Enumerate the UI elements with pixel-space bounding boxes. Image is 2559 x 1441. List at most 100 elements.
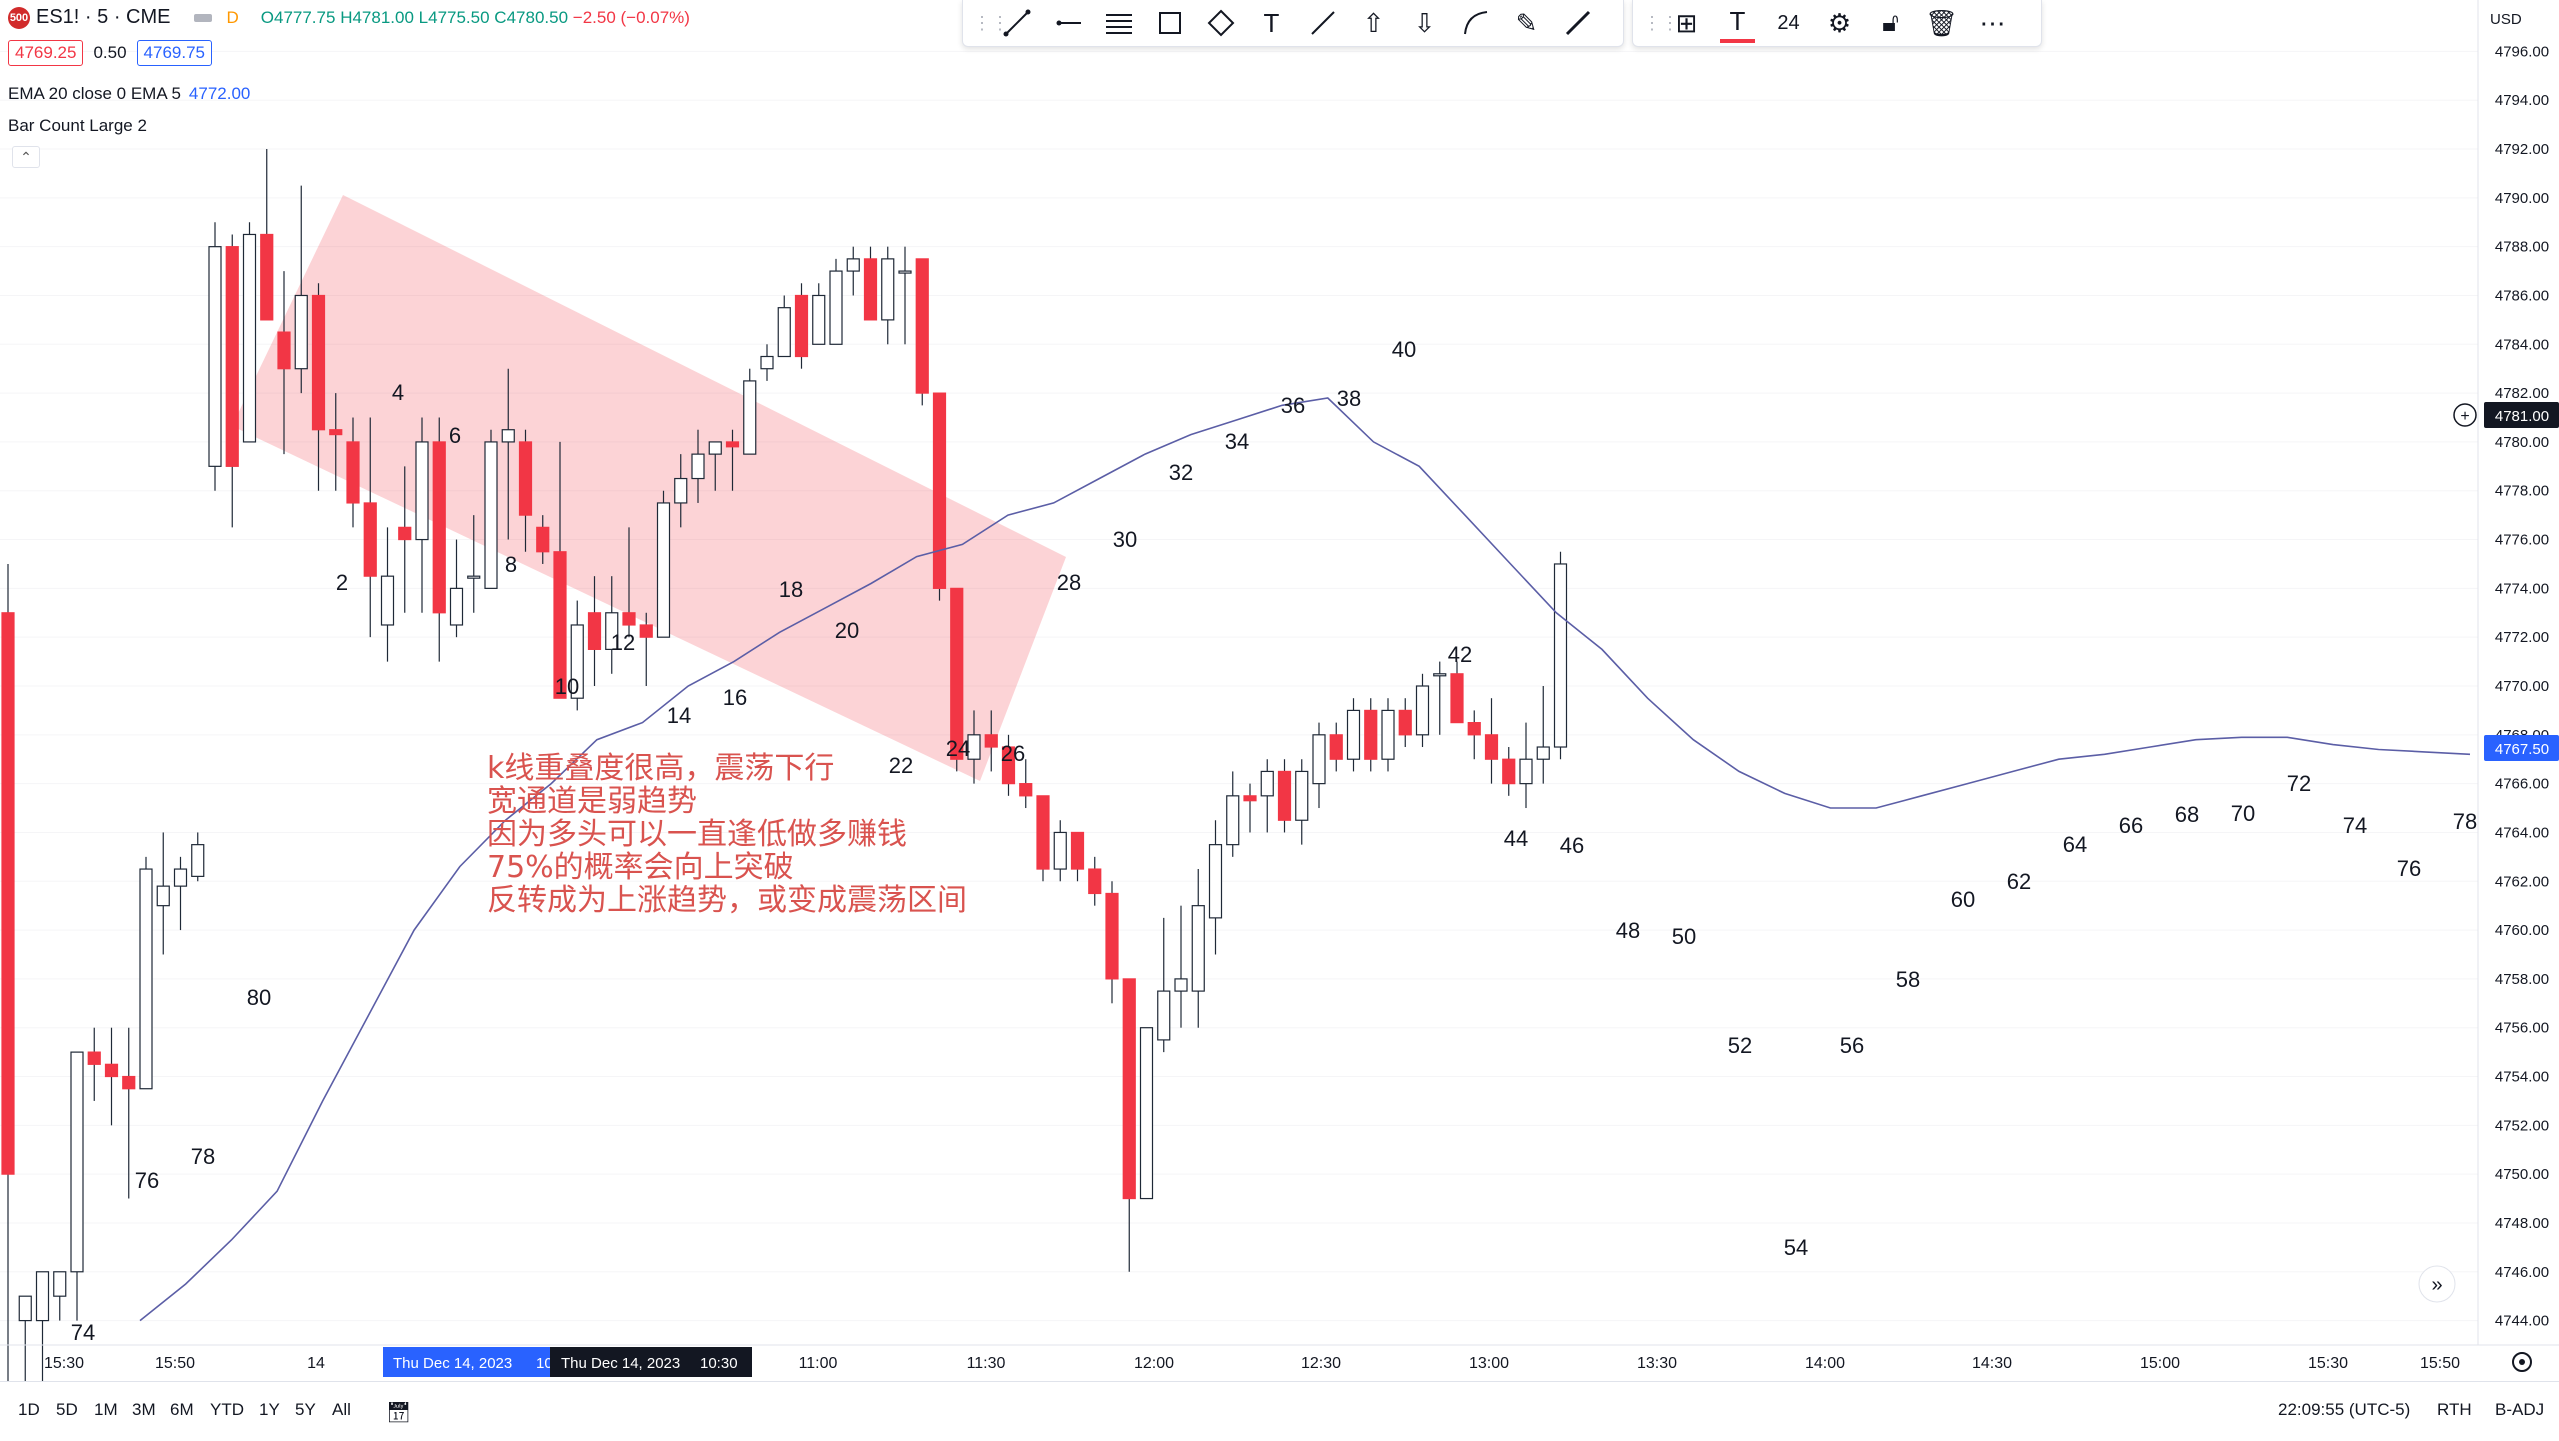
candle bbox=[398, 466, 412, 613]
sell-price[interactable]: 4769.25 bbox=[8, 40, 84, 66]
range-6m[interactable]: 6M bbox=[170, 1400, 194, 1419]
price-tick-label: 4750.00 bbox=[2495, 1166, 2549, 1183]
candle bbox=[1450, 661, 1464, 724]
settings-icon[interactable]: ⚙ bbox=[1827, 7, 1852, 38]
text-tool-icon[interactable]: T bbox=[1263, 7, 1280, 38]
candle-body bbox=[191, 844, 205, 877]
brush-icon[interactable]: ✎ bbox=[1515, 7, 1538, 38]
arrow-up-icon[interactable]: ⇧ bbox=[1362, 7, 1385, 38]
candle-body bbox=[691, 453, 705, 480]
candle-body bbox=[1070, 831, 1085, 870]
time-tick-label: 14:30 bbox=[1972, 1355, 2012, 1372]
font-size-select[interactable]: 24 bbox=[1777, 11, 1800, 34]
candle bbox=[380, 527, 395, 662]
symbol-badge[interactable]: 500 bbox=[8, 6, 30, 29]
ruler-icon[interactable] bbox=[1305, 6, 1340, 41]
text-color-icon[interactable]: T bbox=[1720, 4, 1755, 43]
candle bbox=[760, 344, 774, 381]
candle bbox=[1174, 905, 1188, 1028]
candle-body bbox=[1208, 844, 1223, 919]
clock[interactable]: 22:09:55 (UTC-5) bbox=[2278, 1400, 2411, 1419]
candle-body bbox=[898, 270, 912, 274]
indicator-ema[interactable]: EMA 20 close 0 EMA 5 4772.00 bbox=[8, 84, 251, 103]
trash-icon[interactable]: 🗑︎ bbox=[1924, 7, 1958, 38]
candle bbox=[484, 429, 498, 589]
collapse-legend-button[interactable]: ⌃ bbox=[12, 146, 40, 168]
buy-price[interactable]: 4769.75 bbox=[136, 40, 212, 66]
descending-channel[interactable] bbox=[232, 195, 1066, 781]
drawing-toolbar: ⋮⋮ T ⇧ ⇩ ✎ bbox=[962, 0, 1624, 47]
bar-count-label: 34 bbox=[1225, 429, 1249, 454]
candle bbox=[984, 710, 998, 772]
range-1d[interactable]: 1D bbox=[18, 1400, 40, 1419]
range-5y[interactable]: 5Y bbox=[295, 1400, 316, 1419]
annotation-line: 75%的概率会向上突破 bbox=[487, 850, 794, 885]
scroll-right-button[interactable]: » bbox=[2418, 1265, 2456, 1303]
bar-count-label: 80 bbox=[247, 985, 271, 1010]
candle-body bbox=[967, 734, 981, 760]
templates-icon[interactable]: ⊞ bbox=[1675, 7, 1698, 38]
gear-icon[interactable] bbox=[2512, 1352, 2532, 1372]
candle bbox=[277, 271, 291, 455]
session-rth[interactable]: RTH bbox=[2437, 1400, 2472, 1419]
candle-body bbox=[156, 885, 170, 907]
candle bbox=[35, 1271, 50, 1394]
rectangle-icon[interactable] bbox=[1152, 6, 1187, 41]
path-icon[interactable] bbox=[1203, 6, 1238, 41]
candle bbox=[743, 368, 757, 455]
candle-body bbox=[501, 429, 515, 443]
currency-label[interactable]: USD bbox=[2490, 11, 2522, 28]
svg-text:Thu Dec 14, 2023: Thu Dec 14, 2023 bbox=[393, 1355, 512, 1372]
symbol-name[interactable]: ES1! · 5 · CME bbox=[36, 6, 171, 28]
range-all[interactable]: All bbox=[332, 1400, 351, 1419]
bar-count-label: 76 bbox=[2397, 856, 2421, 881]
lock-icon[interactable]: 🔓︎ bbox=[1882, 7, 1899, 37]
candle bbox=[311, 283, 326, 491]
range-ytd[interactable]: YTD bbox=[210, 1400, 244, 1419]
add-alert-icon[interactable] bbox=[2453, 403, 2477, 427]
candle-body bbox=[363, 502, 377, 577]
adjustment[interactable]: B-ADJ bbox=[2495, 1400, 2545, 1419]
bar-count-label: 68 bbox=[2175, 802, 2199, 827]
candle bbox=[1260, 759, 1274, 833]
minus-icon[interactable] bbox=[194, 13, 213, 22]
horizontal-ray-icon[interactable] bbox=[1050, 6, 1085, 41]
bar-count-label: 30 bbox=[1113, 527, 1137, 552]
range-3m[interactable]: 3M bbox=[132, 1400, 156, 1419]
candle-body bbox=[294, 294, 308, 370]
indicator-bar-count[interactable]: Bar Count Large 2 bbox=[8, 116, 147, 135]
grip-icon[interactable]: ⋮⋮ bbox=[973, 12, 1009, 33]
candle-body bbox=[346, 441, 360, 504]
candle-body bbox=[1295, 770, 1309, 821]
annotation-text[interactable]: k线重叠度很高，震荡下行 宽通道是弱趋势 因为多头可以一直逢低做多赚钱 75%的… bbox=[487, 751, 967, 918]
candle-body bbox=[1519, 758, 1533, 785]
range-1m[interactable]: 1M bbox=[94, 1400, 118, 1419]
candle bbox=[708, 441, 722, 491]
more-icon[interactable]: ⋯ bbox=[1979, 7, 2006, 38]
parallel-channel-icon[interactable] bbox=[1101, 6, 1136, 41]
candle bbox=[104, 1027, 119, 1126]
measure-icon[interactable] bbox=[1560, 6, 1595, 41]
grip-icon[interactable]: ⋮⋮ bbox=[1643, 12, 1679, 33]
candle bbox=[950, 587, 964, 772]
price-tick-label: 4746.00 bbox=[2495, 1264, 2549, 1281]
annotation-line: k线重叠度很高，震荡下行 bbox=[487, 751, 834, 786]
calendar-icon[interactable]: 📅︎ bbox=[386, 1402, 412, 1424]
arrow-down-icon[interactable]: ⇩ bbox=[1413, 7, 1436, 38]
candle bbox=[139, 856, 153, 1090]
svg-text:4767.50: 4767.50 bbox=[2495, 741, 2549, 758]
candle-body bbox=[605, 612, 619, 650]
curve-icon[interactable] bbox=[1458, 6, 1493, 41]
candle-body bbox=[1036, 795, 1050, 870]
candle bbox=[173, 856, 188, 931]
svg-text:10: 10 bbox=[536, 1355, 553, 1372]
candle bbox=[622, 527, 636, 638]
range-1y[interactable]: 1Y bbox=[259, 1400, 280, 1419]
range-5d[interactable]: 5D bbox=[56, 1400, 78, 1419]
price-axis-bg[interactable] bbox=[2478, 0, 2559, 1345]
drawing-settings-toolbar: ⋮⋮ ⊞ T 24 ⚙ 🔓︎ 🗑︎ ⋯ bbox=[1632, 0, 2042, 47]
candle bbox=[294, 185, 308, 394]
candle bbox=[1019, 759, 1033, 809]
trend-line-icon[interactable] bbox=[999, 6, 1034, 41]
